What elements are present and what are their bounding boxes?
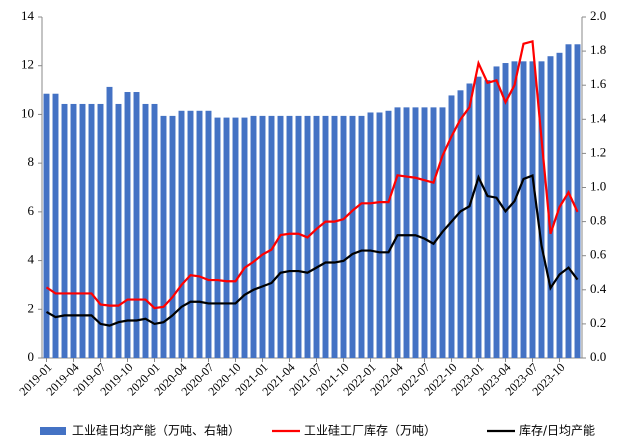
legend-label: 库存/日均产能: [519, 423, 595, 438]
bar: [331, 115, 338, 358]
legend-swatch: [40, 427, 66, 435]
bar: [457, 90, 464, 358]
y-tick-label: 10: [21, 105, 34, 120]
bar: [340, 115, 347, 358]
bar: [52, 93, 59, 358]
y2-tick-label: 0.4: [590, 281, 607, 296]
bar: [430, 107, 437, 359]
bar: [511, 61, 518, 359]
y-tick-label: 12: [21, 57, 34, 72]
bar: [493, 66, 500, 358]
bar: [124, 92, 131, 359]
legend-label: 工业硅工厂库存（万吨）: [304, 423, 436, 438]
bar: [295, 115, 302, 358]
y2-tick-label: 1.0: [590, 178, 606, 193]
bar: [421, 107, 428, 359]
y2-tick-label: 1.8: [590, 42, 606, 57]
y2-tick-label: 0.2: [590, 315, 606, 330]
bar: [97, 103, 104, 358]
bar: [385, 110, 392, 359]
bar: [70, 103, 77, 358]
bar: [214, 117, 221, 358]
bar: [187, 110, 194, 359]
y2-tick-label: 2.0: [590, 8, 606, 23]
bar: [259, 115, 266, 358]
bar: [538, 61, 545, 359]
bar: [205, 110, 212, 359]
bar: [448, 95, 455, 359]
bar: [151, 103, 158, 358]
bar: [547, 56, 554, 359]
bar: [313, 115, 320, 358]
line: [45, 174, 579, 327]
bar: [115, 103, 122, 358]
legend: 工业硅日均产能（万吨、右轴） 工业硅工厂库存（万吨） 库存/日均产能: [40, 423, 595, 438]
bar: [367, 112, 374, 358]
bar: [61, 103, 68, 358]
bar: [133, 92, 140, 359]
y2-tick-label: 1.2: [590, 144, 606, 159]
y2-tick-label: 1.4: [590, 110, 607, 125]
bar: [466, 83, 473, 359]
bar: [241, 117, 248, 358]
bar: [142, 103, 149, 358]
bar: [232, 117, 239, 358]
y2-tick-label: 0.0: [590, 349, 606, 364]
bar: [268, 115, 275, 358]
y2-tick-label: 0.6: [590, 247, 607, 262]
y-tick-label: 0: [28, 349, 35, 364]
bar: [412, 107, 419, 359]
y-tick-label: 8: [28, 154, 35, 169]
y-tick-label: 4: [28, 252, 35, 267]
bar: [88, 103, 95, 358]
bar: [43, 93, 50, 358]
bar: [376, 112, 383, 358]
bar: [529, 61, 536, 359]
y2-tick-label: 0.8: [590, 213, 606, 228]
bar: [223, 117, 230, 358]
bar: [358, 115, 365, 358]
bar: [403, 107, 410, 359]
bar: [484, 80, 491, 359]
bar: [520, 61, 527, 359]
bar: [565, 44, 572, 358]
bar: [475, 76, 482, 359]
y-tick-label: 14: [21, 8, 35, 23]
bar: [178, 110, 185, 359]
bar: [196, 110, 203, 359]
bar: [106, 86, 113, 358]
bar: [394, 107, 401, 359]
bar: [169, 115, 176, 358]
bar: [349, 115, 356, 358]
y2-tick-label: 1.6: [590, 76, 607, 91]
bar: [574, 44, 581, 358]
bar: [286, 115, 293, 358]
bar: [250, 115, 257, 358]
bar: [79, 103, 86, 358]
legend-label: 工业硅日均产能（万吨、右轴）: [72, 423, 240, 438]
bar: [322, 115, 329, 358]
y-tick-label: 6: [28, 203, 35, 218]
line: [45, 39, 579, 310]
y-tick-label: 2: [28, 300, 35, 315]
bar: [160, 115, 167, 358]
